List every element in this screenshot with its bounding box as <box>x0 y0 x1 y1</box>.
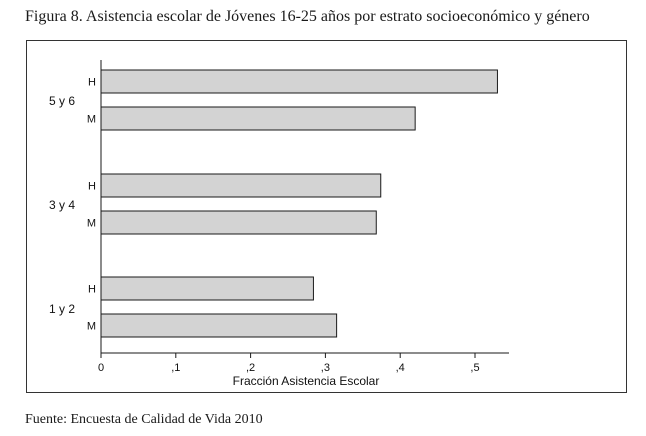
x-axis-title: Fracción Asistencia Escolar <box>233 374 380 388</box>
bar-category-label: H <box>88 77 96 89</box>
bar-3-y-4-H <box>100 173 382 198</box>
x-tick-label: ,2 <box>246 362 255 374</box>
x-tick-label: ,3 <box>321 362 330 374</box>
category-labels-layer: H M 5 y 6 H M 3 y 4 H M 1 y 2 <box>49 77 96 333</box>
x-axis: 0 ,1 ,2 ,3 ,4 ,5 <box>98 60 509 374</box>
bars-layer <box>100 69 498 338</box>
group-label: 5 y 6 <box>49 94 75 108</box>
bar-3-y-4-M <box>100 210 377 235</box>
bar-category-label: M <box>87 321 96 333</box>
bar-1-y-2-H <box>100 276 314 301</box>
bar-category-label: H <box>88 284 96 296</box>
bar-category-label: H <box>88 181 96 193</box>
bar-5-y-6-M <box>100 106 416 131</box>
x-tick-label: ,4 <box>396 362 405 374</box>
x-tick-label: ,5 <box>470 362 479 374</box>
bar-1-y-2-M <box>100 313 338 338</box>
bar-category-label: M <box>87 114 96 126</box>
figure-source: Fuente: Encuesta de Calidad de Vida 2010 <box>25 412 263 427</box>
bar-category-label: M <box>87 218 96 230</box>
figure-title: Figura 8. Asistencia escolar de Jóvenes … <box>25 8 590 25</box>
group-label: 3 y 4 <box>49 198 75 212</box>
group-label: 1 y 2 <box>49 302 75 316</box>
x-tick-label: ,1 <box>171 362 180 374</box>
x-tick-label: 0 <box>98 362 104 374</box>
bar-5-y-6-H <box>100 69 498 94</box>
